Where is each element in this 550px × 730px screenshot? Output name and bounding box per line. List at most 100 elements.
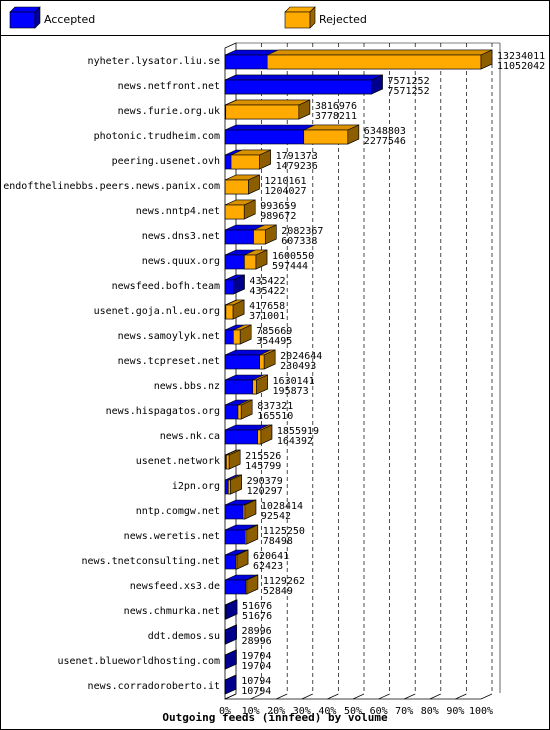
bar-row <box>224 299 245 320</box>
legend-item-accepted: Accepted <box>9 6 95 29</box>
bar-row <box>224 524 259 545</box>
value-label-rejected: 145799 <box>245 461 281 472</box>
value-label-accepted: 1028414 <box>261 501 303 512</box>
bar-row <box>224 374 268 395</box>
bar-row <box>224 324 252 345</box>
value-label-accepted: 1855919 <box>277 426 319 437</box>
bar-rejected <box>224 199 256 220</box>
bar-rejected <box>266 49 493 70</box>
tick-mark <box>327 693 339 700</box>
bar-rejected <box>242 499 257 520</box>
value-label-rejected: 354495 <box>256 336 292 347</box>
value-label-rejected: 989672 <box>260 211 296 222</box>
bar-rejected <box>244 524 259 545</box>
value-label-accepted: 620641 <box>253 551 289 562</box>
value-label-rejected: 52849 <box>263 586 293 597</box>
value-label-accepted: 837321 <box>257 401 293 412</box>
value-label-rejected: 28996 <box>242 636 272 647</box>
bar-row <box>224 224 277 245</box>
legend-label: Accepted <box>44 13 95 26</box>
value-label-rejected: 3778211 <box>315 111 357 122</box>
value-label-accepted: 290379 <box>247 476 283 487</box>
bar-row <box>224 624 237 645</box>
category-label: news.weretis.net <box>124 531 220 542</box>
bar-row <box>224 199 256 220</box>
bar-accepted <box>224 674 237 695</box>
bar-rejected <box>225 99 311 120</box>
value-label-accepted: 6348803 <box>364 126 406 137</box>
value-label-rejected: 597444 <box>272 261 308 272</box>
value-label-rejected: 78498 <box>263 536 293 547</box>
category-label: photonic.trudheim.com <box>94 131 220 142</box>
legend-swatch-side <box>309 6 316 29</box>
value-label-rejected: 371001 <box>249 311 285 322</box>
value-label-rejected: 435422 <box>249 286 285 297</box>
value-label-accepted: 13234011 <box>497 51 545 62</box>
bar-row <box>224 549 249 570</box>
value-label-rejected: 7571252 <box>387 86 429 97</box>
tick-mark <box>429 693 441 700</box>
value-label-rejected: 607338 <box>281 236 317 247</box>
category-label: news.nk.ca <box>160 431 220 442</box>
value-label-rejected: 195873 <box>273 386 309 397</box>
value-label-rejected: 19704 <box>241 661 271 672</box>
value-label-rejected: 1204027 <box>264 186 306 197</box>
value-label-accepted: 7571252 <box>387 76 429 87</box>
category-label: newsfeed.bofh.team <box>112 281 220 292</box>
category-label: usenet.goja.nl.eu.org <box>94 306 220 317</box>
value-label-accepted: 215526 <box>245 451 281 462</box>
category-label: news.quux.org <box>142 256 220 267</box>
bar-rejected <box>245 574 259 595</box>
tick-mark <box>276 693 288 700</box>
category-label: peering.usenet.ovh <box>112 156 220 167</box>
category-label: news.tnetconsulting.net <box>82 556 220 567</box>
bar-row <box>224 49 493 70</box>
value-label-accepted: 51676 <box>242 601 272 612</box>
value-label-accepted: 1210161 <box>264 176 306 187</box>
tick-mark <box>301 693 313 700</box>
value-label-rejected: 62423 <box>253 561 283 572</box>
x-tick-label: 90% <box>446 706 464 717</box>
legend-swatch-side <box>34 6 41 29</box>
gridlines <box>261 43 493 694</box>
bar-row <box>224 249 268 270</box>
x-tick-label: 50% <box>344 706 362 717</box>
value-label-rejected: 2277546 <box>364 136 406 147</box>
x-tick-label: 60% <box>370 706 388 717</box>
value-label-accepted: 417658 <box>249 301 285 312</box>
value-label-accepted: 785669 <box>256 326 292 337</box>
legend-item-rejected: Rejected <box>284 6 367 29</box>
category-label: news.dns3.net <box>142 231 220 242</box>
tick-mark <box>352 693 365 700</box>
tick-mark <box>224 693 237 700</box>
value-label-rejected: 120297 <box>247 486 283 497</box>
value-label-accepted: 1630141 <box>273 376 315 387</box>
tick-mark <box>404 693 416 700</box>
category-label: news.chmurka.net <box>124 606 220 617</box>
value-label-accepted: 993659 <box>260 201 296 212</box>
category-label: nntp.comgw.net <box>136 506 220 517</box>
chart-title: Outgoing feeds (innfeed) by volume <box>162 711 388 724</box>
bar-row <box>224 149 271 170</box>
x-tick-label: 20% <box>267 706 285 717</box>
value-label-rejected: 11052042 <box>497 61 545 72</box>
bar-rejected <box>233 324 252 345</box>
bar-row <box>224 349 276 370</box>
bar-rejected <box>226 449 241 470</box>
bar-accepted <box>224 624 237 645</box>
value-label-accepted: 28996 <box>242 626 272 637</box>
category-label: news.nntp4.net <box>136 206 220 217</box>
value-label-rejected: 164392 <box>277 436 313 447</box>
bar-rejected <box>303 124 360 145</box>
bar-row <box>224 124 360 145</box>
value-label-accepted: 2024644 <box>280 351 322 362</box>
x-tick-label: 80% <box>421 706 439 717</box>
bar-rejected <box>244 249 268 270</box>
bar-row <box>224 399 253 420</box>
value-label-accepted: 1600550 <box>272 251 314 262</box>
bar-row <box>224 674 237 695</box>
bar-row <box>224 474 242 495</box>
value-label-rejected: 165510 <box>257 411 293 422</box>
bar-rejected <box>237 399 253 420</box>
